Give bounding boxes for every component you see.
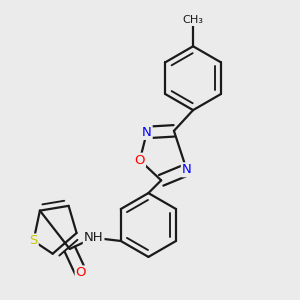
Text: NH: NH bbox=[84, 231, 103, 244]
Text: O: O bbox=[76, 266, 86, 279]
Text: S: S bbox=[29, 235, 38, 248]
Text: CH₃: CH₃ bbox=[183, 15, 204, 25]
Text: N: N bbox=[142, 126, 152, 139]
Text: O: O bbox=[134, 154, 145, 167]
Text: N: N bbox=[182, 163, 192, 176]
